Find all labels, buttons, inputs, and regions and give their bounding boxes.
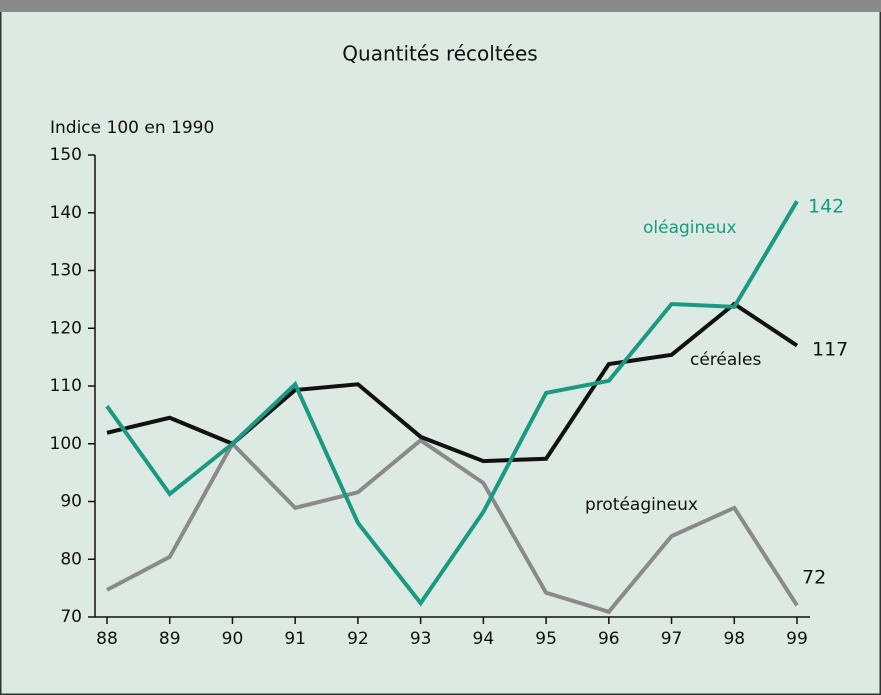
series-line <box>105 200 799 607</box>
series-label: céréales <box>690 350 761 370</box>
end-value-label: 72 <box>802 567 826 589</box>
y-tick-label: 150 <box>50 145 82 165</box>
end-value-label: 142 <box>808 196 844 218</box>
x-tick-label: 99 <box>786 629 808 649</box>
y-tick-label: 120 <box>50 318 82 338</box>
x-tick-label: 98 <box>723 629 745 649</box>
x-tick-label: 92 <box>347 629 369 649</box>
x-tick-label: 91 <box>284 629 306 649</box>
x-tick-label: 94 <box>473 629 495 649</box>
chart-title: Quantités récoltées <box>342 42 537 66</box>
series-line <box>106 437 799 615</box>
y-axis-label: Indice 100 en 1990 <box>50 118 214 138</box>
series-line <box>106 301 799 464</box>
y-tick-label: 110 <box>50 376 82 396</box>
x-tick-label: 93 <box>410 629 432 649</box>
y-tick-label: 140 <box>50 203 82 223</box>
end-value-label: 117 <box>812 339 848 361</box>
x-tick-label: 97 <box>661 629 683 649</box>
y-tick-label: 130 <box>50 261 82 281</box>
y-tick-label: 100 <box>50 434 82 454</box>
series-label: protéagineux <box>585 495 698 515</box>
x-tick-label: 89 <box>159 629 181 649</box>
top-bar <box>0 0 881 12</box>
x-tick-label: 88 <box>96 629 118 649</box>
x-tick-label: 96 <box>598 629 620 649</box>
x-tick-label: 95 <box>535 629 557 649</box>
y-tick-label: 90 <box>60 492 82 512</box>
series-label: oléagineux <box>643 218 737 238</box>
y-tick-label: 70 <box>60 607 82 627</box>
y-tick-label: 80 <box>60 549 82 569</box>
x-tick-label: 90 <box>222 629 244 649</box>
